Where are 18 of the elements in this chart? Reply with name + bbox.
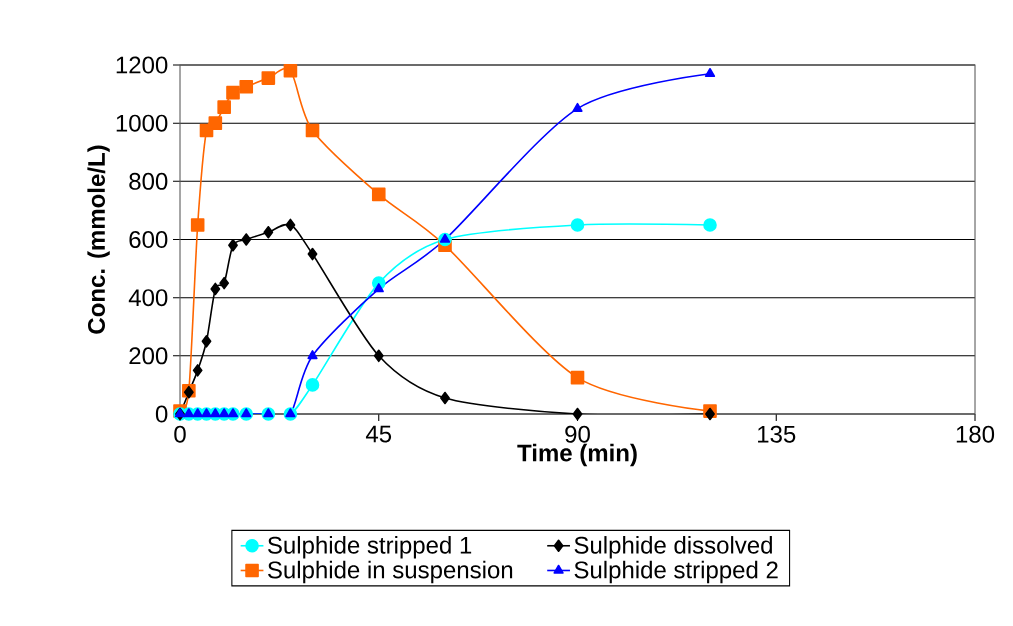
y-tick-label: 800 bbox=[129, 172, 168, 190]
x-tick-label: 0 bbox=[174, 425, 186, 443]
y-axis-title: Conc. (mmole/L) bbox=[87, 145, 110, 334]
y-tick-label: 1000 bbox=[116, 114, 168, 132]
y-tick-label: 0 bbox=[155, 405, 168, 423]
x-tick-label: 135 bbox=[758, 425, 796, 443]
legend-label: Sulphide stripped 1 bbox=[267, 536, 472, 559]
y-tick-label: 400 bbox=[128, 289, 168, 307]
legend-label: Sulphide dissolved bbox=[574, 536, 772, 559]
x-tick-label: 180 bbox=[956, 425, 995, 443]
x-axis-title: Time (min) bbox=[517, 443, 637, 467]
legend-label: Sulphide in suspension bbox=[267, 560, 513, 584]
y-tick-label: 1200 bbox=[116, 56, 168, 74]
x-tick-label: 90 bbox=[565, 425, 590, 443]
x-tick-label: 45 bbox=[365, 425, 392, 443]
y-tick-label: 200 bbox=[129, 347, 168, 365]
legend-label: Sulphide stripped 2 bbox=[574, 560, 778, 584]
y-tick-label: 600 bbox=[129, 230, 168, 248]
